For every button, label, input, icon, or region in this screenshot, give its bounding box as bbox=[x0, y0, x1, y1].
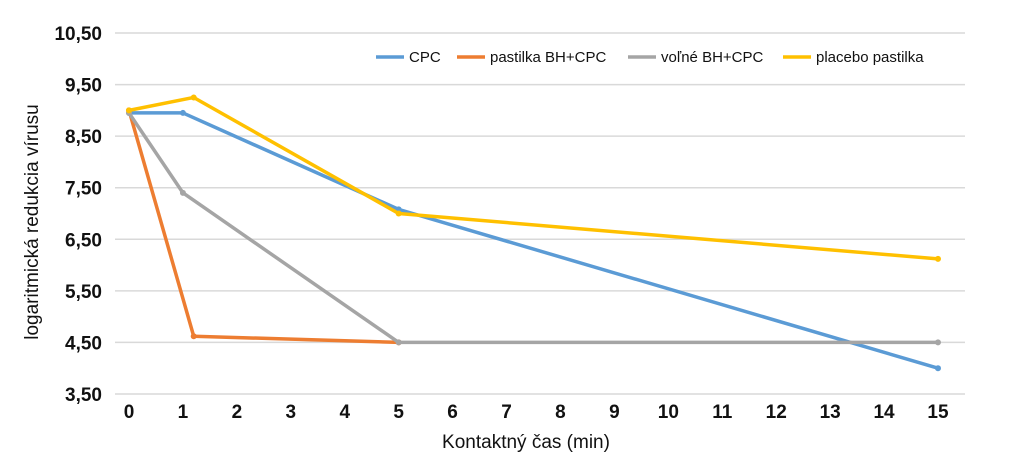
x-axis-ticks: 0 1 2 3 4 5 6 7 8 9 10 11 12 13 14 15 bbox=[124, 402, 949, 423]
y-tick-label: 9,50 bbox=[65, 76, 102, 97]
x-tick-label: 2 bbox=[232, 402, 243, 423]
series-line bbox=[127, 108, 401, 345]
legend-label: pastilka BH+CPC bbox=[490, 49, 606, 66]
y-tick-label: 3,50 bbox=[65, 385, 102, 406]
data-point bbox=[395, 339, 402, 346]
series-line bbox=[127, 111, 940, 370]
x-tick-label: 8 bbox=[555, 402, 566, 423]
y-tick-label: 5,50 bbox=[65, 282, 102, 303]
x-tick-label: 7 bbox=[501, 402, 512, 423]
x-axis-title: Kontaktný čas (min) bbox=[442, 432, 610, 453]
x-tick-label: 1 bbox=[178, 402, 189, 423]
data-point bbox=[190, 94, 197, 101]
y-tick-label: 8,50 bbox=[65, 127, 102, 148]
data-point bbox=[935, 339, 941, 346]
data-point bbox=[935, 255, 941, 262]
x-tick-label: 10 bbox=[658, 402, 679, 423]
y-tick-label: 7,50 bbox=[65, 179, 102, 200]
x-tick-label: 9 bbox=[609, 402, 620, 423]
legend-label: CPC bbox=[409, 49, 441, 66]
data-point bbox=[190, 333, 197, 340]
data-point bbox=[179, 189, 186, 196]
x-tick-label: 4 bbox=[339, 402, 350, 423]
series-line bbox=[127, 95, 940, 261]
series-lines bbox=[126, 94, 941, 372]
y-axis-title: logaritmická redukcia vírusu bbox=[22, 104, 43, 339]
grid-lines bbox=[115, 32, 965, 395]
legend-label: voľné BH+CPC bbox=[661, 49, 764, 66]
x-tick-label: 11 bbox=[712, 402, 733, 423]
x-tick-label: 3 bbox=[286, 402, 297, 423]
data-point bbox=[935, 365, 941, 372]
x-tick-label: 6 bbox=[447, 402, 458, 423]
x-tick-label: 5 bbox=[393, 402, 404, 423]
data-point bbox=[395, 210, 402, 217]
legend-label: placebo pastilka bbox=[816, 49, 924, 66]
x-tick-label: 14 bbox=[873, 402, 895, 423]
legend: CPC pastilka BH+CPC voľné BH+CPC placebo pa… bbox=[376, 49, 924, 66]
y-tick-label: 6,50 bbox=[65, 230, 102, 251]
data-point bbox=[126, 107, 132, 114]
y-axis-ticks: 3,50 4,50 5,50 6,50 7,50 8,50 9,50 10,50 bbox=[54, 24, 102, 406]
y-tick-label: 10,50 bbox=[54, 24, 102, 45]
y-tick-label: 4,50 bbox=[65, 333, 102, 354]
series-line bbox=[127, 111, 940, 345]
x-tick-label: 13 bbox=[820, 402, 841, 423]
x-tick-label: 15 bbox=[927, 402, 949, 423]
x-tick-label: 0 bbox=[124, 402, 135, 423]
x-tick-label: 12 bbox=[766, 402, 787, 423]
data-point bbox=[179, 109, 186, 116]
